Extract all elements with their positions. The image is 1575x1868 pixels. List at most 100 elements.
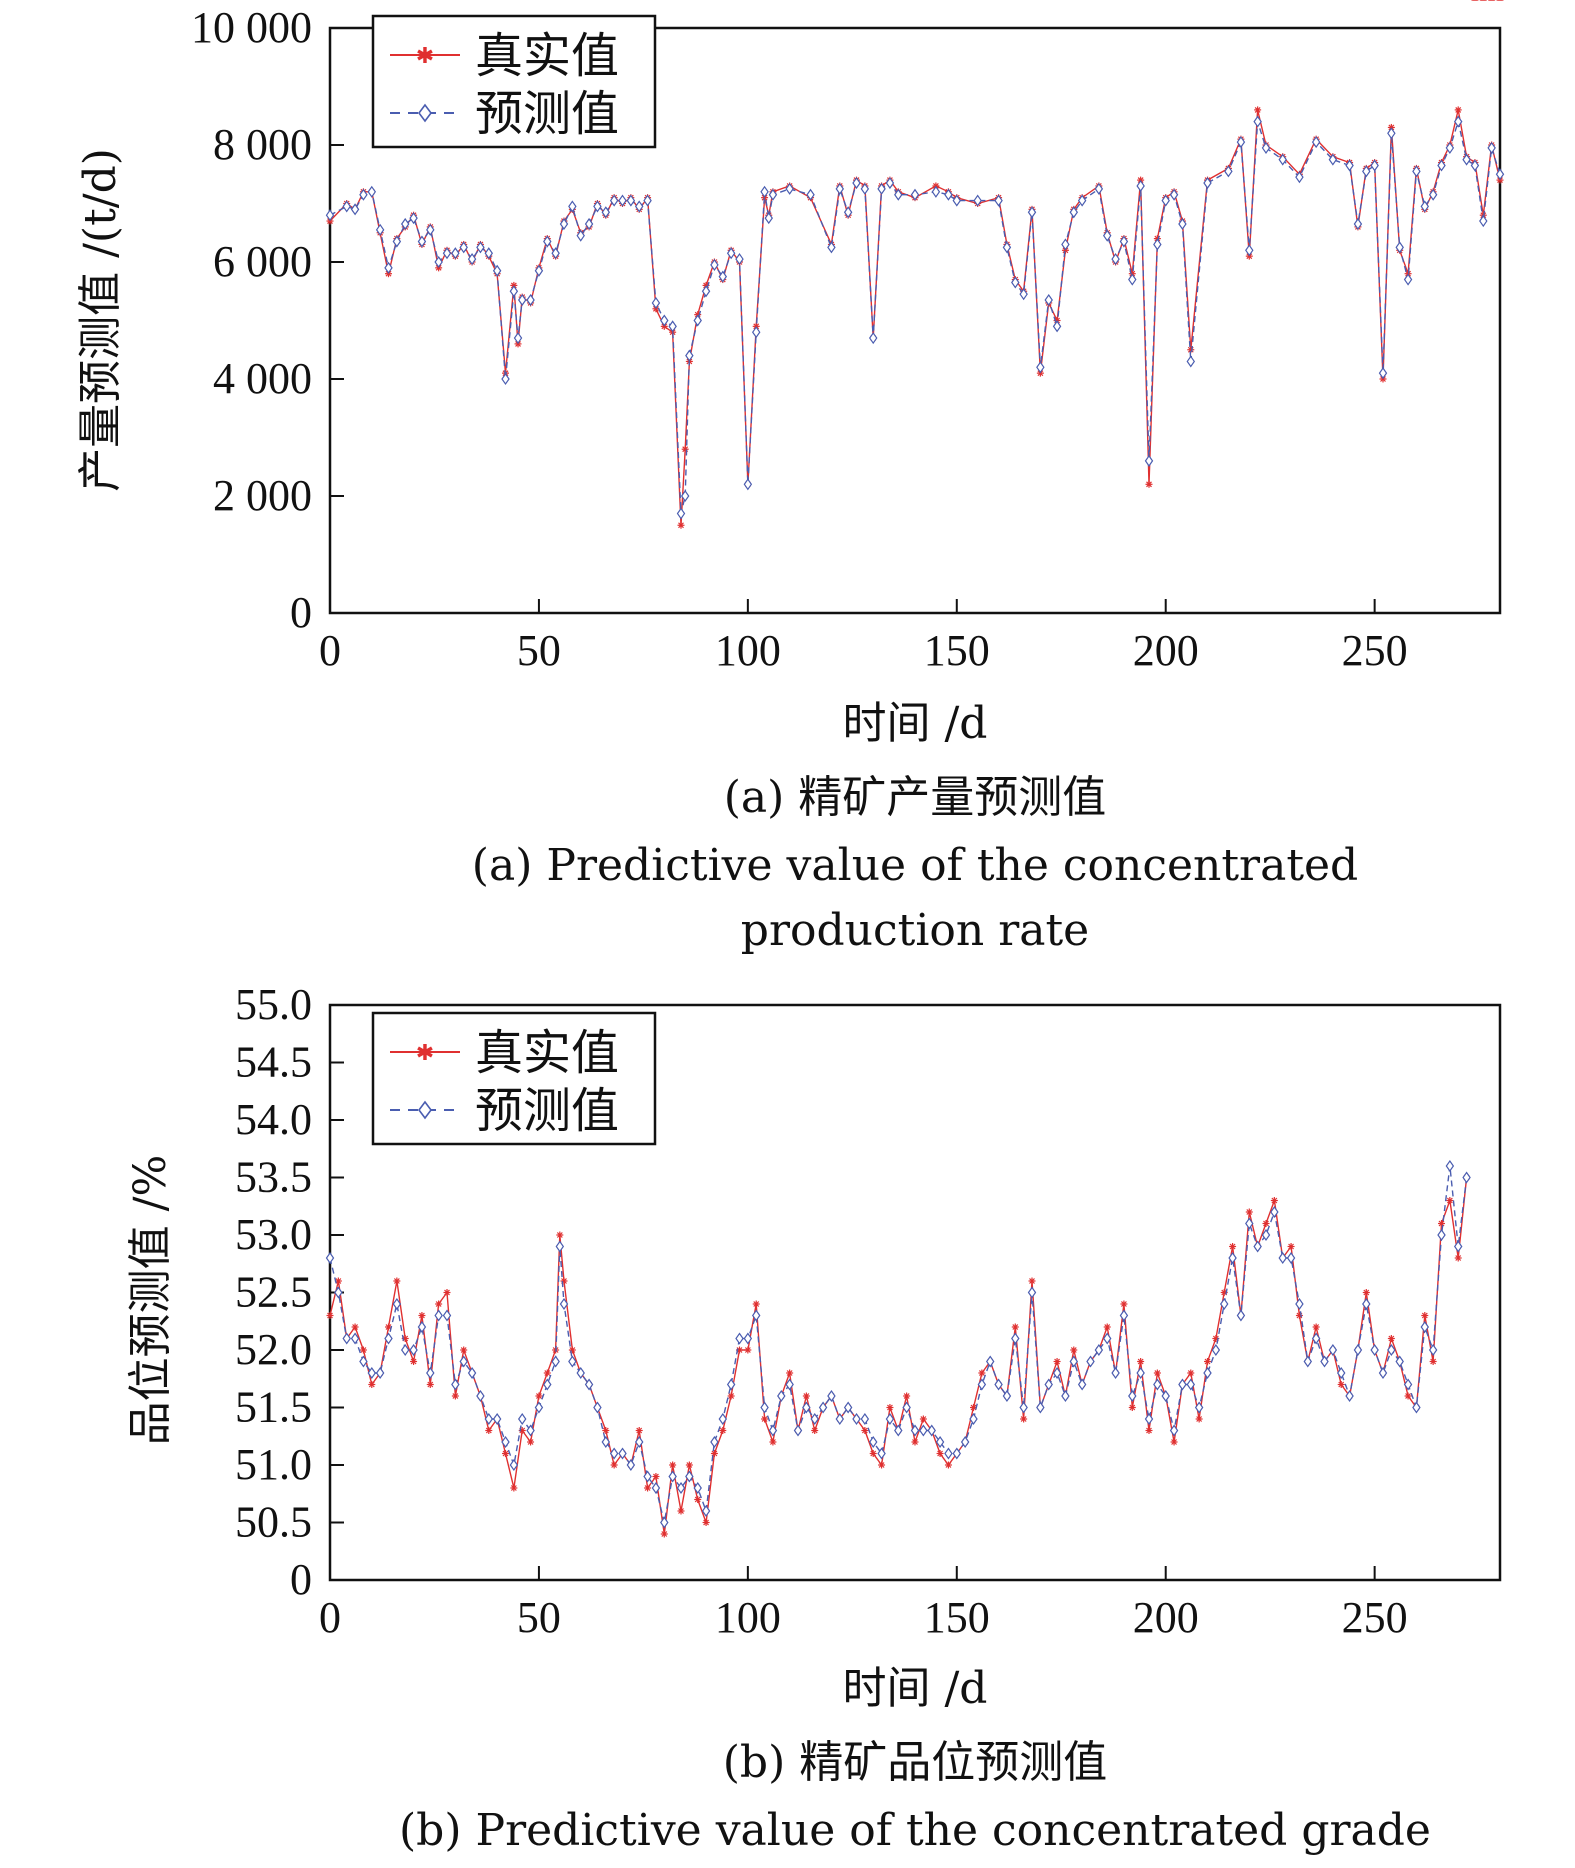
chart-a-point-predicted xyxy=(593,200,602,213)
chart-a-point-predicted xyxy=(1169,188,1179,201)
chart-b-point-real xyxy=(886,1404,894,1411)
chart-a-plot-frame xyxy=(328,26,1502,615)
chart-b-point-real xyxy=(426,1381,434,1388)
chart-b-point-predicted xyxy=(1253,1240,1262,1253)
chart-b-point-real xyxy=(1103,1323,1111,1331)
chart-a-point-predicted xyxy=(1061,238,1070,251)
chart-a-point-predicted xyxy=(1395,241,1404,254)
chart-a-point-predicted xyxy=(894,188,903,201)
chart-a-point-predicted xyxy=(1011,276,1020,289)
chart-b-point-predicted xyxy=(417,1320,427,1334)
chart-a-point-predicted xyxy=(1186,355,1196,368)
chart-b-point-real xyxy=(677,1507,685,1515)
chart-b-point-predicted xyxy=(1236,1309,1246,1322)
chart-b-point-real xyxy=(535,1392,543,1400)
chart-b-point-real xyxy=(527,1438,535,1446)
chart-a-point-predicted xyxy=(559,217,569,231)
chart-b-point-real xyxy=(685,1461,693,1469)
chart-b-point-real xyxy=(1020,1415,1028,1423)
chart-production-rate: 0 2 000 4 000 6 000 8 000 10 000 0 50 100 150 200… xyxy=(75,3,1505,956)
chart-a-series-line-real xyxy=(329,109,1501,526)
chart-b-point-predicted xyxy=(1336,1366,1346,1380)
chart-a-point-predicted xyxy=(1144,454,1154,467)
chart-b-point-real xyxy=(543,1369,551,1377)
chart-a-point-predicted xyxy=(1437,159,1446,172)
chart-b-point-real xyxy=(744,1346,752,1354)
chart-a-point-predicted xyxy=(1295,171,1304,184)
chart-b-point-predicted xyxy=(1428,1343,1438,1357)
chart-b-point-real xyxy=(635,1427,643,1434)
chart-a-legend-box xyxy=(371,14,657,149)
chart-b-point-real xyxy=(451,1392,459,1400)
chart-a-point-predicted xyxy=(359,188,368,201)
chart-b-point-predicted xyxy=(1245,1217,1254,1230)
chart-b-point-predicted xyxy=(1111,1366,1120,1380)
chart-a-legend-label-real: 真实值 xyxy=(475,28,619,84)
chart-a-point-predicted xyxy=(868,332,878,345)
chart-a-point-predicted xyxy=(710,258,719,271)
chart-a-point-predicted xyxy=(1128,273,1137,286)
chart-b-point-real xyxy=(368,1381,376,1388)
chart-b-point-predicted xyxy=(1453,1240,1463,1253)
chart-b-point-predicted xyxy=(902,1401,911,1414)
chart-b-point-predicted xyxy=(584,1378,594,1391)
chart-b-point-real xyxy=(351,1323,359,1331)
chart-b-legend: ✱ 真实值 预测值 xyxy=(371,1011,657,1146)
chart-a-point-predicted xyxy=(1036,361,1045,374)
chart-a-point-predicted xyxy=(944,188,953,201)
chart-b-point-predicted xyxy=(568,1355,577,1368)
chart-a-point-predicted xyxy=(1253,115,1262,128)
chart-b-point-predicted xyxy=(944,1447,953,1460)
chart-b-point-predicted xyxy=(1086,1355,1095,1368)
chart-b-ytick-label: 54.0 xyxy=(235,1095,312,1144)
chart-b-point-real xyxy=(978,1369,986,1377)
chart-b-point-predicted xyxy=(1420,1320,1430,1334)
chart-b-point-real xyxy=(811,1427,819,1434)
chart-a-point-real xyxy=(681,445,689,453)
chart-a-point-predicted xyxy=(1027,206,1037,219)
chart-b-ytick-label: 55.0 xyxy=(235,980,312,1029)
chart-b-point-real xyxy=(1120,1300,1128,1308)
chart-a-point-predicted xyxy=(584,217,594,231)
chart-b-ytick-label: 50.5 xyxy=(235,1498,312,1547)
chart-a-point-predicted xyxy=(973,194,982,207)
chart-b-point-predicted xyxy=(1161,1389,1170,1403)
chart-a-point-predicted xyxy=(568,200,577,213)
chart-b-point-predicted xyxy=(467,1366,477,1380)
chart-b-point-real xyxy=(1195,1415,1203,1423)
chart-b-point-predicted xyxy=(1119,1309,1129,1322)
chart-a-ytick-label: 4 000 xyxy=(213,354,312,403)
chart-b-point-predicted xyxy=(1437,1228,1446,1242)
chart-a-point-predicted xyxy=(1311,136,1321,149)
chart-b-point-predicted xyxy=(735,1332,744,1345)
chart-a-point-predicted xyxy=(1044,293,1053,307)
chart-b-point-predicted xyxy=(609,1447,619,1460)
chart-b-ytick-label: 52.5 xyxy=(235,1268,312,1317)
chart-b-point-predicted xyxy=(818,1401,828,1414)
chart-b-point-real xyxy=(610,1461,618,1469)
chart-a-legend: ✱ 真实值 预测值 xyxy=(371,14,657,149)
chart-b-point-real xyxy=(1270,1197,1278,1204)
chart-b-point-predicted xyxy=(676,1481,686,1495)
chart-b-ytick-label: 53.5 xyxy=(235,1153,312,1202)
chart-a-xtick-label: 0 xyxy=(319,626,341,675)
chart-b-point-predicted xyxy=(501,1435,510,1449)
chart-b-point-real xyxy=(802,1392,810,1400)
chart-b-point-real xyxy=(669,1461,677,1469)
chart-a-caption-en-2: production rate xyxy=(741,905,1089,956)
chart-a-point-predicted xyxy=(367,185,377,198)
chart-b-point-predicted xyxy=(1136,1366,1145,1380)
chart-b-point-predicted xyxy=(334,1286,343,1299)
chart-b-point-predicted xyxy=(1203,1366,1212,1380)
chart-b-point-real xyxy=(786,1369,794,1377)
chart-a-point-predicted xyxy=(375,223,385,236)
chart-b-point-real xyxy=(1145,1427,1153,1434)
chart-b-point-predicted xyxy=(868,1435,878,1449)
chart-a-point-predicted xyxy=(1236,136,1246,149)
chart-b-point-real xyxy=(652,1473,660,1480)
chart-b-point-predicted xyxy=(434,1309,443,1322)
chart-a-point-predicted xyxy=(1353,217,1363,231)
chart-a-point-predicted xyxy=(1487,141,1496,154)
chart-b-ytick-label: 52.0 xyxy=(235,1325,312,1374)
